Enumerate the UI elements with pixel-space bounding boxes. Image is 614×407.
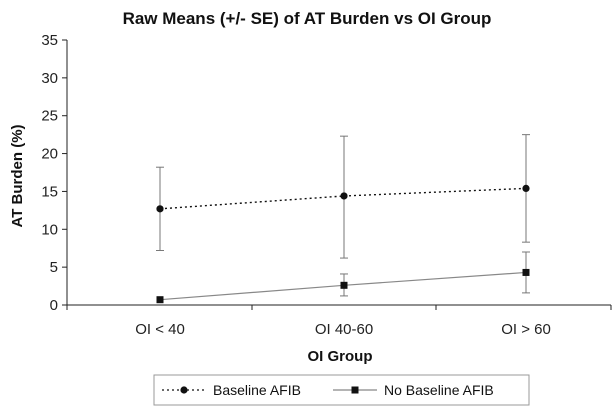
series-line-segment: [343, 187, 527, 197]
data-point: [340, 281, 348, 289]
chart-title: Raw Means (+/- SE) of AT Burden vs OI Gr…: [123, 9, 492, 28]
data-point: [156, 205, 164, 213]
series-line-segment: [159, 195, 345, 210]
series-line-segment: [343, 271, 527, 286]
legend: Baseline AFIB No Baseline AFIB: [153, 374, 530, 406]
y-ticks: 0 5 10 15 20 25 30 35: [41, 32, 67, 314]
y-tick-label: 25: [41, 108, 58, 125]
series-0: [156, 134, 530, 259]
series-1: [156, 251, 530, 304]
y-tick-label: 0: [50, 297, 58, 314]
x-tick-label: OI 40-60: [315, 321, 373, 338]
x-ticks: OI < 40 OI 40-60 OI > 60: [66, 305, 612, 338]
series-line-segment: [159, 284, 345, 301]
legend-item-1: No Baseline AFIB: [333, 382, 494, 398]
x-tick-label: OI > 60: [501, 321, 551, 338]
y-tick-label: 20: [41, 146, 58, 163]
data-point: [156, 296, 164, 304]
data-point: [522, 184, 530, 192]
legend-label: No Baseline AFIB: [384, 382, 494, 398]
y-tick-label: 15: [41, 183, 58, 200]
data-point: [522, 268, 530, 276]
x-axis-title: OI Group: [308, 348, 373, 365]
legend-label: Baseline AFIB: [213, 382, 301, 398]
y-tick-label: 30: [41, 70, 58, 87]
legend-item-0: Baseline AFIB: [162, 382, 301, 398]
y-tick-label: 35: [41, 32, 58, 49]
y-axis-title: AT Burden (%): [9, 124, 26, 227]
legend-marker: [351, 386, 359, 394]
y-tick-label: 5: [50, 259, 58, 276]
x-tick-label: OI < 40: [135, 321, 185, 338]
y-tick-label: 10: [41, 221, 58, 238]
data-point: [340, 192, 348, 200]
legend-marker: [180, 386, 188, 394]
series-layer: [156, 134, 530, 304]
